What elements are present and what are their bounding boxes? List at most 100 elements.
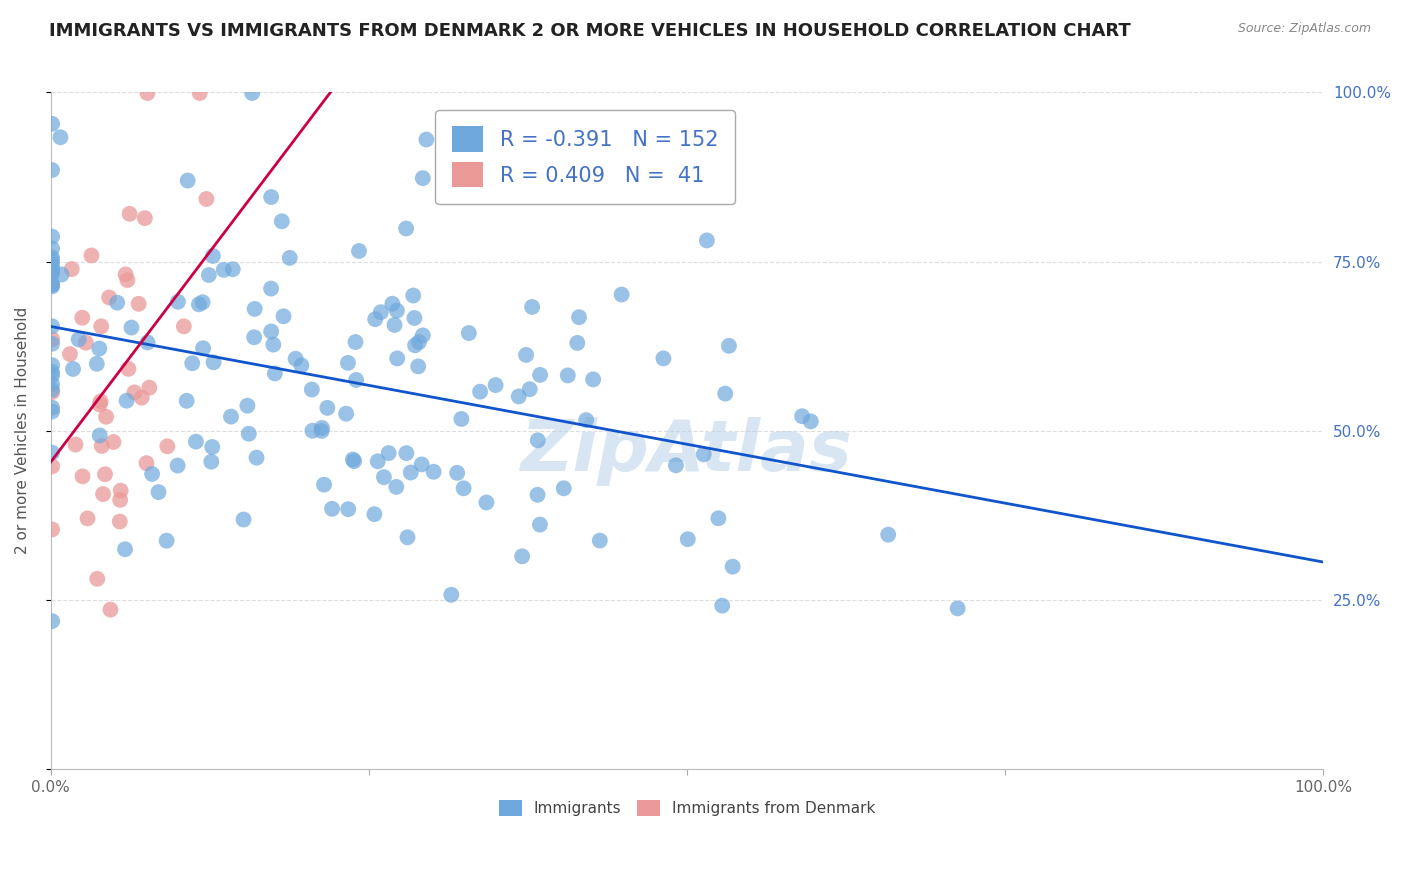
Point <box>468 384 491 399</box>
Point <box>260 190 283 204</box>
Point <box>167 294 190 309</box>
Point <box>260 325 283 339</box>
Point <box>412 171 434 186</box>
Y-axis label: 2 or more Vehicles in Household: 2 or more Vehicles in Household <box>15 307 30 555</box>
Point <box>567 335 589 350</box>
Point <box>80 248 103 262</box>
Point <box>364 312 387 326</box>
Point <box>610 287 633 301</box>
Point <box>278 251 301 265</box>
Point <box>60 262 83 277</box>
Point <box>243 301 266 316</box>
Point <box>717 339 740 353</box>
Point <box>41 368 63 383</box>
Point <box>41 523 63 537</box>
Point <box>128 297 150 311</box>
Point <box>41 253 63 268</box>
Point <box>41 459 63 474</box>
Point <box>195 192 218 206</box>
Point <box>67 333 90 347</box>
Point <box>792 409 814 424</box>
Point <box>344 334 367 349</box>
Point <box>41 257 63 271</box>
Point <box>89 397 111 411</box>
Point <box>711 599 734 613</box>
Point <box>202 355 225 369</box>
Point <box>232 512 254 526</box>
Point <box>877 527 900 541</box>
Point <box>446 466 468 480</box>
Point <box>105 295 128 310</box>
Point <box>440 588 463 602</box>
Point <box>89 342 111 356</box>
Point <box>373 470 395 484</box>
Point <box>117 273 139 287</box>
Point <box>484 378 506 392</box>
Point <box>311 424 333 438</box>
Point <box>98 290 121 304</box>
Point <box>676 532 699 546</box>
Point <box>86 572 108 586</box>
Point <box>62 362 84 376</box>
Point <box>201 249 224 263</box>
Point <box>212 263 235 277</box>
Point <box>59 347 82 361</box>
Point <box>222 262 245 277</box>
Point <box>41 614 63 628</box>
Point <box>90 439 112 453</box>
Point <box>321 501 343 516</box>
Point <box>156 439 179 453</box>
Point <box>284 351 307 366</box>
Point <box>377 446 399 460</box>
Point <box>408 335 430 350</box>
Point <box>582 372 605 386</box>
Point <box>94 467 117 482</box>
Point <box>184 434 207 449</box>
Point <box>41 401 63 415</box>
Point <box>568 310 591 325</box>
Point <box>90 394 112 409</box>
Point <box>110 483 132 498</box>
Point <box>120 320 142 334</box>
Point <box>41 163 63 178</box>
Point <box>148 485 170 500</box>
Point <box>520 300 543 314</box>
Point <box>337 502 360 516</box>
Point <box>370 305 392 319</box>
Point <box>114 268 136 282</box>
Point <box>136 335 159 350</box>
Point <box>260 282 283 296</box>
Point <box>381 296 404 310</box>
Point <box>714 386 737 401</box>
Point <box>385 480 408 494</box>
Point <box>41 277 63 292</box>
Point <box>335 407 357 421</box>
Point <box>108 515 131 529</box>
Point <box>51 268 73 282</box>
Point <box>404 338 426 352</box>
Point <box>396 530 419 544</box>
Point <box>41 404 63 418</box>
Point <box>138 381 160 395</box>
Point <box>312 477 335 491</box>
Point <box>135 456 157 470</box>
Point <box>387 351 409 366</box>
Point <box>240 86 263 100</box>
Point <box>117 361 139 376</box>
Point <box>342 452 364 467</box>
Point <box>450 412 472 426</box>
Point <box>311 421 333 435</box>
Point <box>41 229 63 244</box>
Point <box>188 86 211 100</box>
Point <box>114 542 136 557</box>
Point <box>707 511 730 525</box>
Point <box>367 454 389 468</box>
Point <box>89 428 111 442</box>
Point <box>115 393 138 408</box>
Point <box>344 373 367 387</box>
Point <box>108 492 131 507</box>
Point <box>347 244 370 258</box>
Point <box>453 481 475 495</box>
Point <box>41 336 63 351</box>
Legend: Immigrants, Immigrants from Denmark: Immigrants, Immigrants from Denmark <box>492 795 882 822</box>
